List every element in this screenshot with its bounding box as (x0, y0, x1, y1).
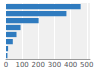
svg-text:300: 300 (48, 61, 61, 69)
svg-text:100: 100 (15, 61, 28, 69)
svg-text:200: 200 (32, 61, 45, 69)
svg-text:500: 500 (80, 61, 93, 69)
svg-text:400: 400 (64, 61, 77, 69)
svg-text:0: 0 (4, 61, 8, 69)
